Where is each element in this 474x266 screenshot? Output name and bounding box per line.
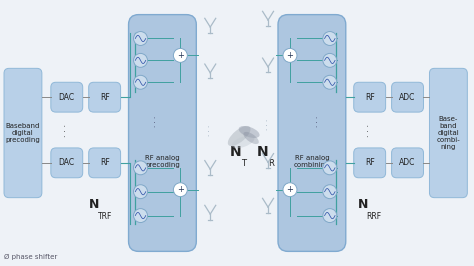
Circle shape <box>323 75 337 89</box>
FancyBboxPatch shape <box>128 15 196 251</box>
Text: RF: RF <box>365 158 374 167</box>
Circle shape <box>173 48 187 62</box>
Circle shape <box>283 183 297 197</box>
Text: · · ·: · · · <box>154 115 159 127</box>
Text: DAC: DAC <box>59 158 75 167</box>
Ellipse shape <box>228 126 251 146</box>
Circle shape <box>323 32 337 45</box>
Text: RRF: RRF <box>367 211 382 221</box>
Text: N: N <box>89 198 99 211</box>
Circle shape <box>134 209 147 223</box>
Text: · · ·: · · · <box>365 123 374 136</box>
FancyBboxPatch shape <box>354 82 386 112</box>
Text: N: N <box>230 145 242 159</box>
FancyBboxPatch shape <box>89 82 120 112</box>
Circle shape <box>134 185 147 199</box>
Ellipse shape <box>244 132 259 144</box>
Text: ADC: ADC <box>400 93 416 102</box>
FancyBboxPatch shape <box>392 148 423 178</box>
FancyBboxPatch shape <box>4 68 42 198</box>
Text: RF: RF <box>100 158 109 167</box>
Text: RF analog
combining: RF analog combining <box>293 155 330 168</box>
FancyBboxPatch shape <box>354 148 386 178</box>
Text: Baseband
digital
precoding: Baseband digital precoding <box>6 123 40 143</box>
Text: N: N <box>257 145 269 159</box>
Circle shape <box>134 53 147 67</box>
Text: ADC: ADC <box>400 158 416 167</box>
Ellipse shape <box>239 126 260 138</box>
FancyBboxPatch shape <box>392 82 423 112</box>
Circle shape <box>283 48 297 62</box>
FancyBboxPatch shape <box>51 148 83 178</box>
FancyBboxPatch shape <box>278 15 346 251</box>
Text: · · ·: · · · <box>207 124 213 136</box>
Text: Base-
band
digital
combi-
ning: Base- band digital combi- ning <box>437 116 460 150</box>
Text: R: R <box>268 159 274 168</box>
Text: DAC: DAC <box>59 93 75 102</box>
Text: N: N <box>358 198 368 211</box>
Text: +: + <box>177 51 184 60</box>
Circle shape <box>134 161 147 175</box>
Text: TRF: TRF <box>98 211 112 221</box>
Circle shape <box>173 183 187 197</box>
Text: RF analog
precoding: RF analog precoding <box>145 155 180 168</box>
Text: RF: RF <box>100 93 109 102</box>
Text: RF: RF <box>365 93 374 102</box>
FancyBboxPatch shape <box>429 68 467 198</box>
Text: +: + <box>287 51 293 60</box>
Circle shape <box>323 185 337 199</box>
Text: · · ·: · · · <box>62 123 71 136</box>
FancyBboxPatch shape <box>51 82 83 112</box>
Circle shape <box>323 53 337 67</box>
Text: Ø phase shifter: Ø phase shifter <box>4 254 57 260</box>
Text: · · ·: · · · <box>265 118 271 130</box>
Text: · · ·: · · · <box>315 115 321 127</box>
Circle shape <box>323 161 337 175</box>
Circle shape <box>134 75 147 89</box>
Text: +: + <box>287 185 293 194</box>
Circle shape <box>134 32 147 45</box>
Text: +: + <box>177 185 184 194</box>
Text: T: T <box>241 159 246 168</box>
Ellipse shape <box>232 136 255 148</box>
FancyBboxPatch shape <box>89 148 120 178</box>
Circle shape <box>323 209 337 223</box>
